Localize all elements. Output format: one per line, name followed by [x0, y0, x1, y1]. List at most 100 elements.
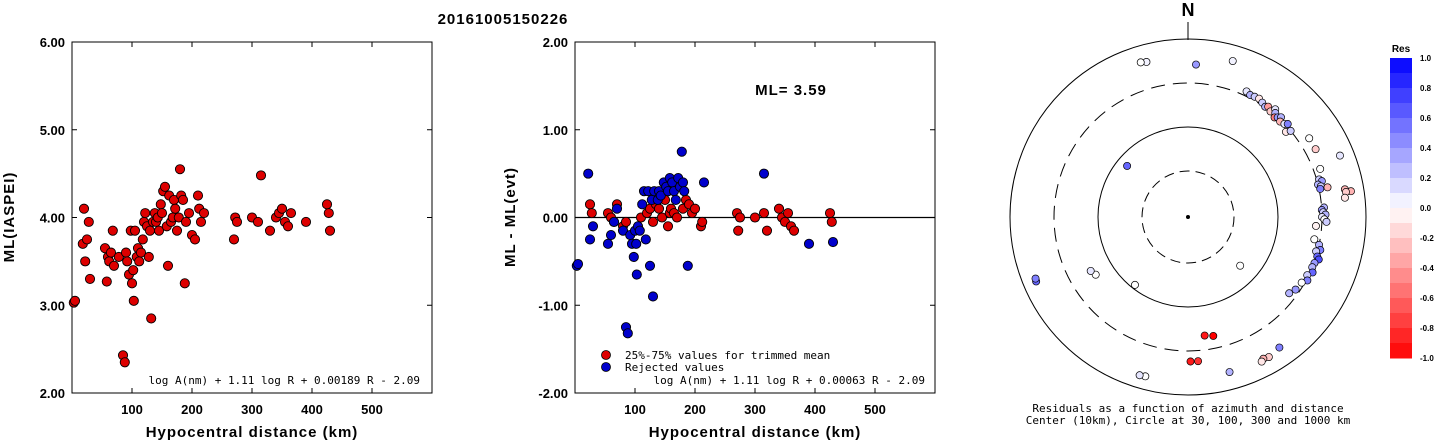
polar-caption-line1: Residuals as a function of azimuth and d…	[1032, 402, 1343, 415]
residual-point	[1316, 184, 1325, 193]
data-point	[644, 260, 656, 271]
residual-point	[1031, 274, 1040, 283]
left-plot-xticks: 100 200 300 400 500	[121, 42, 383, 417]
x-tick-label: 400	[301, 402, 323, 417]
middle-plot: -2.00 -1.00 0.00 1.00 2.00 100 200 300 400 500 M…	[502, 35, 936, 441]
data-point	[156, 208, 168, 219]
data-point	[321, 199, 333, 210]
data-point	[676, 146, 687, 157]
data-point	[827, 237, 839, 248]
y-tick-label: 2.00	[543, 35, 568, 50]
data-point	[733, 225, 744, 236]
colorbar-cell	[1390, 73, 1412, 89]
residual-point	[1297, 278, 1306, 287]
data-point	[324, 225, 336, 236]
ring-30km	[1141, 170, 1235, 264]
colorbar-tick-label: 0.4	[1420, 144, 1432, 153]
x-tick-label: 300	[241, 402, 263, 417]
colorbar-cell	[1390, 118, 1412, 134]
colorbar-tick-label: -0.8	[1420, 324, 1434, 333]
colorbar-tick-label: -1.0	[1420, 354, 1434, 363]
x-tick-label: 100	[121, 402, 143, 417]
residual-point	[1194, 357, 1203, 366]
residual-point	[1236, 261, 1245, 270]
data-point	[120, 247, 132, 258]
colorbar-cell	[1390, 103, 1412, 119]
data-point	[144, 225, 156, 236]
y-tick-label: 5.00	[40, 123, 65, 138]
figure-title: 20161005150226	[438, 11, 569, 28]
colorbar-cell	[1390, 178, 1412, 194]
data-point	[300, 216, 312, 227]
colorbar-tick-label: 0.6	[1420, 114, 1432, 123]
residual-point	[1192, 60, 1200, 69]
middle-plot-yticks: -2.00 -1.00 0.00 1.00 2.00	[538, 35, 935, 401]
middle-plot-points	[571, 146, 839, 339]
x-tick-label: 200	[684, 402, 706, 417]
left-plot: 2.00 3.00 4.00 5.00 6.00 100 200 300 400 500 log…	[1, 35, 433, 441]
data-point	[264, 225, 276, 236]
x-tick-label: 200	[181, 402, 203, 417]
data-point	[78, 203, 90, 214]
data-point	[584, 234, 596, 245]
residual-point	[1291, 285, 1300, 294]
data-point	[602, 238, 614, 249]
data-point	[128, 295, 139, 306]
data-point	[824, 208, 836, 219]
left-plot-ylabel: ML(IASPEI)	[1, 172, 18, 263]
data-point	[584, 199, 596, 210]
colorbar: Res 1.0 0.8 0.6 0.4 0.2 0.0 -0.2 -0.4 -0.6 -0.8 -1…	[1390, 44, 1434, 363]
data-point	[631, 238, 642, 249]
middle-plot-xticks: 100 200 300 400 500	[624, 42, 886, 417]
data-point	[173, 212, 184, 223]
data-point	[583, 168, 594, 179]
y-tick-label: 6.00	[40, 35, 65, 50]
x-tick-label: 100	[624, 402, 646, 417]
data-point	[677, 177, 689, 188]
data-point	[698, 177, 710, 188]
middle-plot-xlabel: Hypocentral distance (km)	[649, 424, 862, 441]
data-point	[108, 260, 120, 271]
data-point	[758, 168, 770, 179]
ml-annotation: ML= 3.59	[755, 82, 827, 99]
data-point	[640, 234, 651, 245]
data-point	[587, 221, 599, 232]
data-point	[689, 203, 701, 214]
data-point	[128, 265, 139, 276]
residual-point	[1136, 58, 1145, 67]
data-point	[195, 216, 207, 227]
colorbar-cell	[1390, 283, 1412, 299]
data-point	[101, 276, 112, 287]
colorbar-cell	[1390, 193, 1412, 209]
residual-point	[1323, 183, 1332, 192]
colorbar-cells	[1390, 58, 1412, 359]
data-point	[107, 225, 118, 236]
residual-point	[1275, 343, 1284, 352]
data-point	[159, 181, 171, 192]
x-tick-label: 500	[864, 402, 886, 417]
data-point	[803, 238, 815, 249]
data-point	[586, 208, 597, 219]
colorbar-tick-label: 0.2	[1420, 174, 1432, 183]
data-point	[323, 208, 334, 219]
data-point	[105, 247, 117, 258]
colorbar-tick-label: -0.2	[1420, 234, 1434, 243]
colorbar-tick-label: 0.0	[1420, 204, 1432, 213]
residual-point	[1285, 289, 1294, 298]
residual-point	[1336, 151, 1344, 160]
data-point	[255, 170, 267, 181]
data-point	[631, 269, 642, 280]
data-point	[126, 278, 138, 289]
data-point	[749, 212, 761, 223]
colorbar-cell	[1390, 148, 1412, 164]
colorbar-tick-label: -0.4	[1420, 264, 1434, 273]
residual-point	[1316, 164, 1325, 173]
residual-point	[1225, 368, 1234, 377]
data-point	[146, 313, 157, 324]
data-point	[140, 208, 151, 219]
data-point	[276, 203, 288, 214]
data-point	[656, 212, 668, 223]
residual-point	[1131, 280, 1139, 289]
colorbar-title: Res	[1392, 44, 1411, 55]
colorbar-cell	[1390, 208, 1412, 224]
